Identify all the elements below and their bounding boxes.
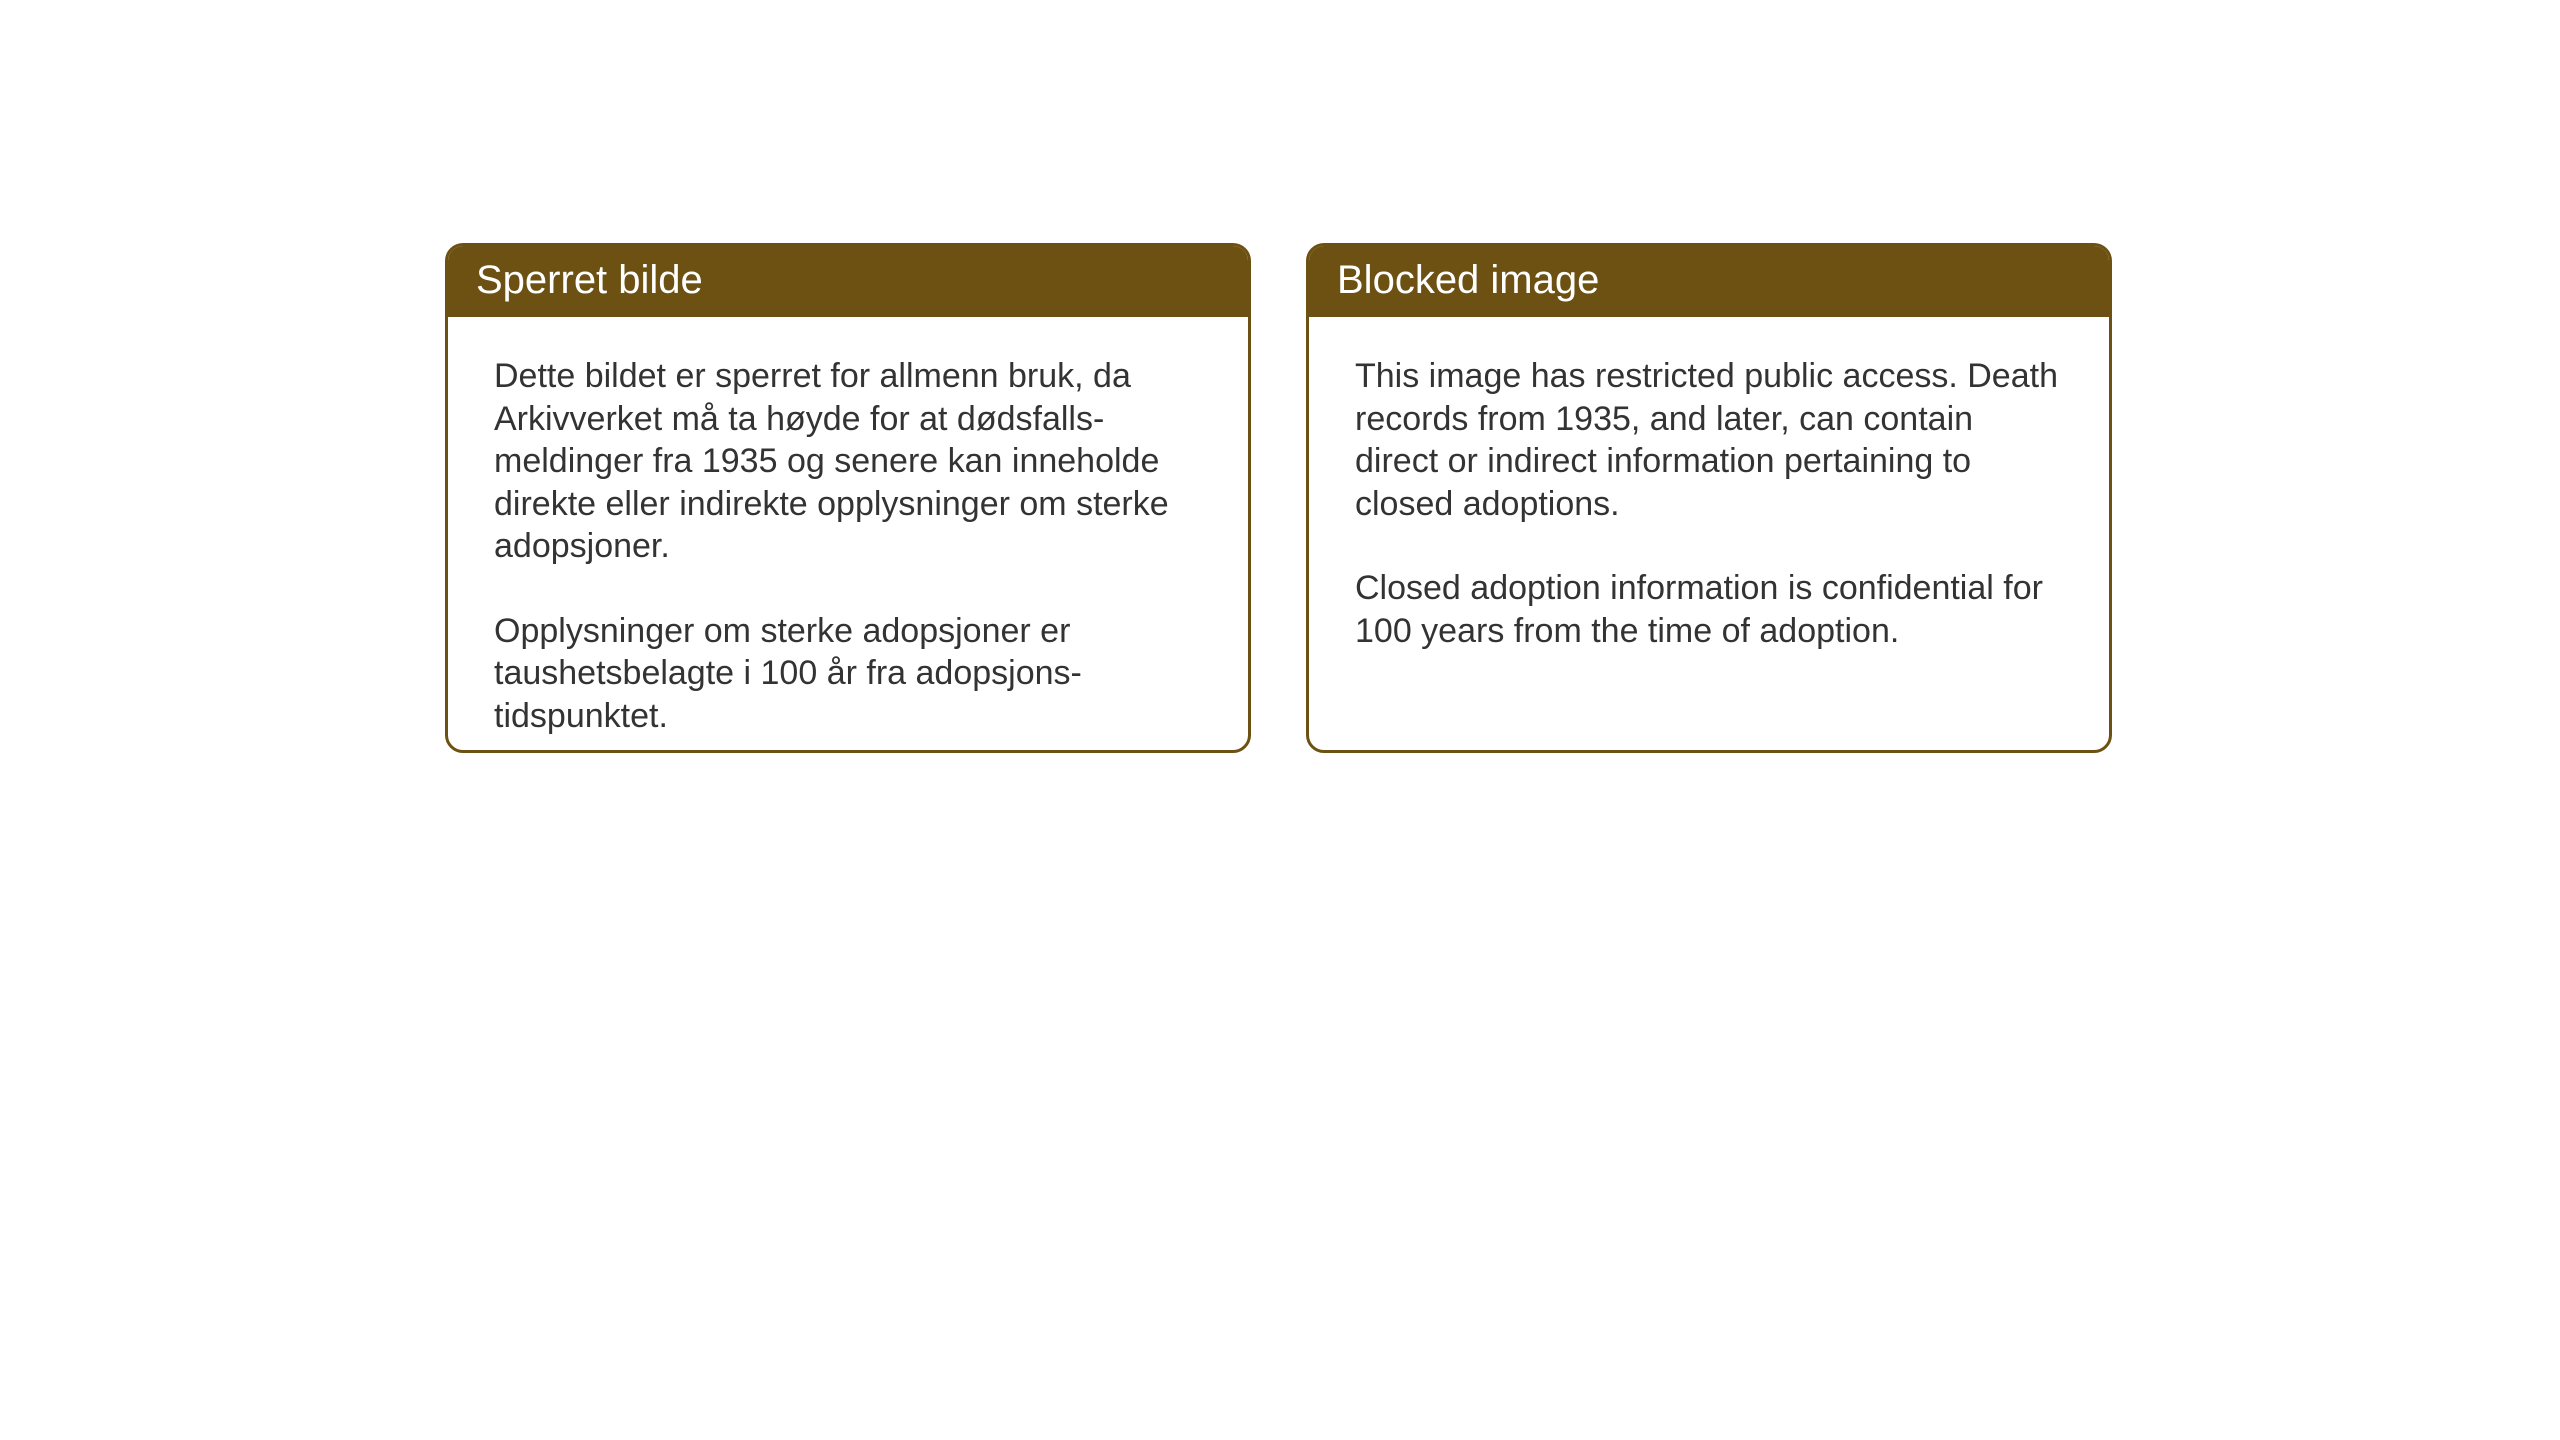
card-body: This image has restricted public access.… (1309, 317, 2109, 690)
card-header: Blocked image (1309, 246, 2109, 317)
card-paragraph-2: Closed adoption information is confident… (1355, 567, 2063, 652)
notice-card-norwegian: Sperret bilde Dette bildet er sperret fo… (445, 243, 1251, 753)
notice-card-english: Blocked image This image has restricted … (1306, 243, 2112, 753)
card-title: Sperret bilde (476, 258, 703, 302)
card-paragraph-1: Dette bildet er sperret for allmenn bruk… (494, 355, 1202, 568)
card-paragraph-2: Opplysninger om sterke adopsjoner er tau… (494, 610, 1202, 738)
card-paragraph-1: This image has restricted public access.… (1355, 355, 2063, 525)
card-title: Blocked image (1337, 258, 1599, 302)
card-body: Dette bildet er sperret for allmenn bruk… (448, 317, 1248, 753)
notice-container: Sperret bilde Dette bildet er sperret fo… (445, 243, 2112, 753)
card-header: Sperret bilde (448, 246, 1248, 317)
